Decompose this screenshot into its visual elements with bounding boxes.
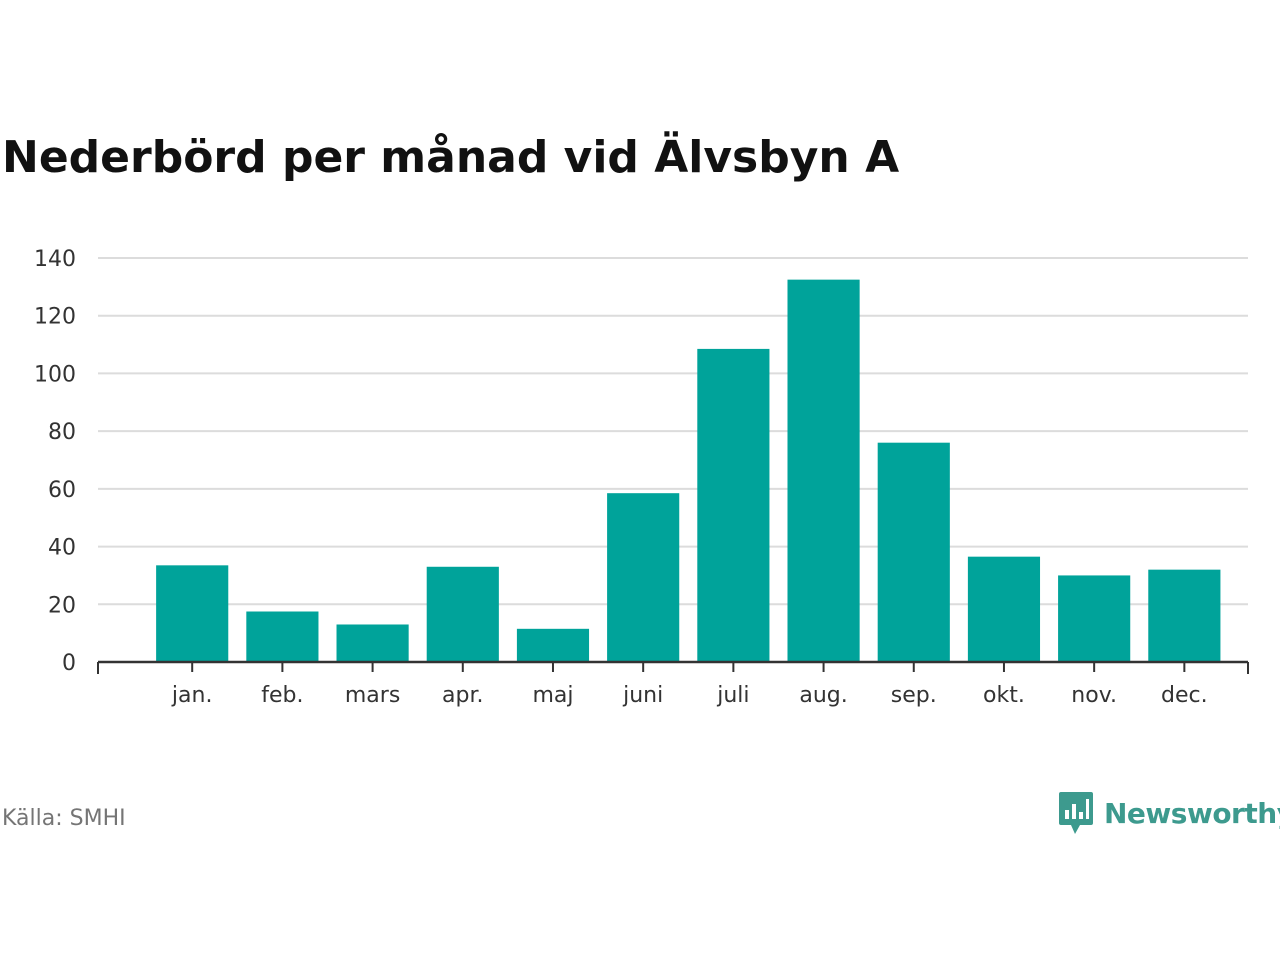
bar-mars — [336, 624, 409, 662]
x-tick-label: jan. — [171, 683, 213, 708]
y-axis-tick-labels: 0 20 40 60 80 100 120 140 — [34, 247, 76, 676]
bar-maj — [516, 628, 590, 662]
x-tick-label: okt. — [983, 683, 1025, 708]
y-tick-label: 80 — [48, 420, 76, 445]
newsworthy-logo-icon — [1059, 792, 1093, 834]
brand-name: Newsworthy — [1104, 796, 1280, 830]
bar-sep — [877, 442, 950, 662]
bar-nov — [1058, 575, 1131, 662]
y-tick-label: 120 — [34, 305, 76, 330]
bar-jan — [156, 565, 229, 662]
y-tick-label: 60 — [48, 478, 76, 503]
x-tick-label: mars — [345, 683, 400, 708]
y-tick-label: 0 — [62, 651, 76, 676]
x-tick-label: sep. — [891, 683, 937, 708]
bar-aug — [787, 279, 860, 662]
bar-juni — [607, 493, 680, 662]
source-note: Källa: SMHI — [2, 806, 126, 831]
y-tick-label: 20 — [48, 593, 76, 618]
x-tick-label: aug. — [799, 683, 847, 708]
bar-feb — [246, 611, 319, 662]
bar-dec — [1148, 569, 1221, 662]
bar-apr — [426, 566, 499, 662]
bars — [156, 279, 1221, 662]
x-tick-label: juni — [622, 683, 663, 708]
y-tick-label: 100 — [34, 362, 76, 387]
x-tick-label: maj — [532, 683, 573, 708]
x-tick-label: apr. — [442, 683, 483, 708]
x-axis-tick-labels: jan. feb. mars apr. maj juni juli aug. sep. okt. n… — [171, 683, 1208, 708]
bar-okt — [967, 556, 1041, 662]
chart-title: Nederbörd per månad vid Älvsbyn A — [2, 132, 900, 183]
x-tick-label: feb. — [261, 683, 303, 708]
x-tick-label: nov. — [1071, 683, 1117, 708]
y-tick-label: 40 — [48, 536, 76, 561]
x-axis — [97, 660, 1249, 674]
x-tick-label: dec. — [1161, 683, 1208, 708]
x-tick-label: juli — [716, 683, 749, 708]
bar-juli — [697, 348, 770, 662]
y-tick-label: 140 — [34, 247, 76, 272]
brand-logo: Newsworthy — [1058, 790, 1280, 836]
